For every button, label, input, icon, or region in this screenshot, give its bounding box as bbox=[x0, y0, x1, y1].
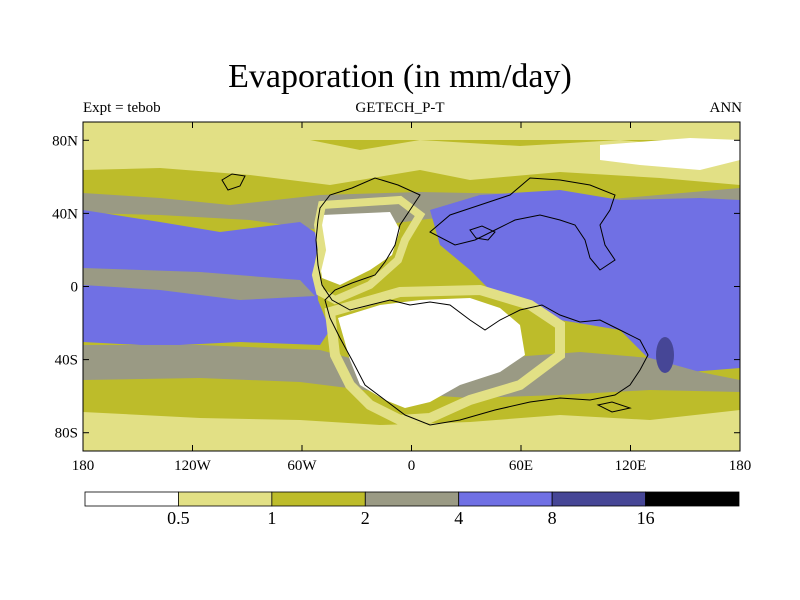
x-tick-label: 120E bbox=[615, 458, 647, 474]
coastline-island-1 bbox=[221, 173, 246, 191]
y-tick-label: 0 bbox=[71, 280, 79, 296]
colorbar-swatch bbox=[271, 491, 366, 507]
x-tick-label: 180 bbox=[72, 458, 95, 474]
y-tick-label: 80S bbox=[55, 426, 78, 442]
x-tick-label: 180 bbox=[729, 458, 752, 474]
colorbar-swatch bbox=[458, 491, 553, 507]
x-axis: 180 120W 60W 0 60E 120E 180 bbox=[72, 122, 752, 474]
x-tick-label: 0 bbox=[408, 458, 416, 474]
y-tick-label: 40S bbox=[55, 353, 78, 369]
y-axis: 80N 40N 0 40S 80S bbox=[52, 133, 740, 442]
coastline-eurasia bbox=[429, 177, 616, 271]
colorbar-swatch bbox=[364, 491, 460, 507]
field-siberia-white bbox=[600, 138, 740, 170]
field-deep-spot bbox=[656, 337, 674, 373]
subtitle-right: ANN bbox=[709, 100, 743, 116]
colorbar-label: 1 bbox=[267, 508, 276, 528]
coastline-island-2 bbox=[469, 225, 496, 241]
evaporation-field bbox=[83, 122, 740, 451]
x-tick-label: 60E bbox=[509, 458, 533, 474]
x-tick-label: 60W bbox=[287, 458, 317, 474]
field-laurentia-dry bbox=[318, 212, 400, 285]
colorbar-swatch bbox=[84, 491, 179, 507]
field-pacific-grey bbox=[83, 268, 315, 300]
colorbar-label: 4 bbox=[454, 508, 463, 528]
colorbar-swatch bbox=[645, 491, 740, 507]
colorbar-label: 16 bbox=[637, 508, 655, 528]
colorbar-label: 2 bbox=[361, 508, 370, 528]
colorbar-swatch bbox=[178, 491, 273, 507]
field-north-pale bbox=[83, 138, 740, 185]
subtitle-center: GETECH_P-T bbox=[355, 100, 445, 116]
x-tick-label: 120W bbox=[174, 458, 212, 474]
field-laurentia-margin bbox=[311, 195, 426, 305]
coastlines bbox=[221, 173, 649, 426]
map-title: Evaporation (in mm/day) bbox=[228, 58, 572, 95]
colorbar-swatch bbox=[551, 491, 646, 507]
y-tick-label: 40N bbox=[52, 206, 78, 222]
colorbar: 0.5 1 2 4 8 16 bbox=[84, 491, 740, 528]
colorbar-label: 8 bbox=[548, 508, 557, 528]
coastline-pangea bbox=[315, 177, 649, 426]
field-gondwana-rim bbox=[324, 284, 565, 426]
colorbar-label: 0.5 bbox=[167, 508, 190, 528]
coastline-island-3 bbox=[596, 401, 632, 413]
field-tethys-high bbox=[430, 190, 740, 372]
field-arctic-pale bbox=[83, 122, 740, 140]
subtitle-left: Expt = tebob bbox=[83, 100, 161, 116]
y-tick-label: 80N bbox=[52, 133, 78, 149]
field-south-pale bbox=[83, 410, 740, 451]
